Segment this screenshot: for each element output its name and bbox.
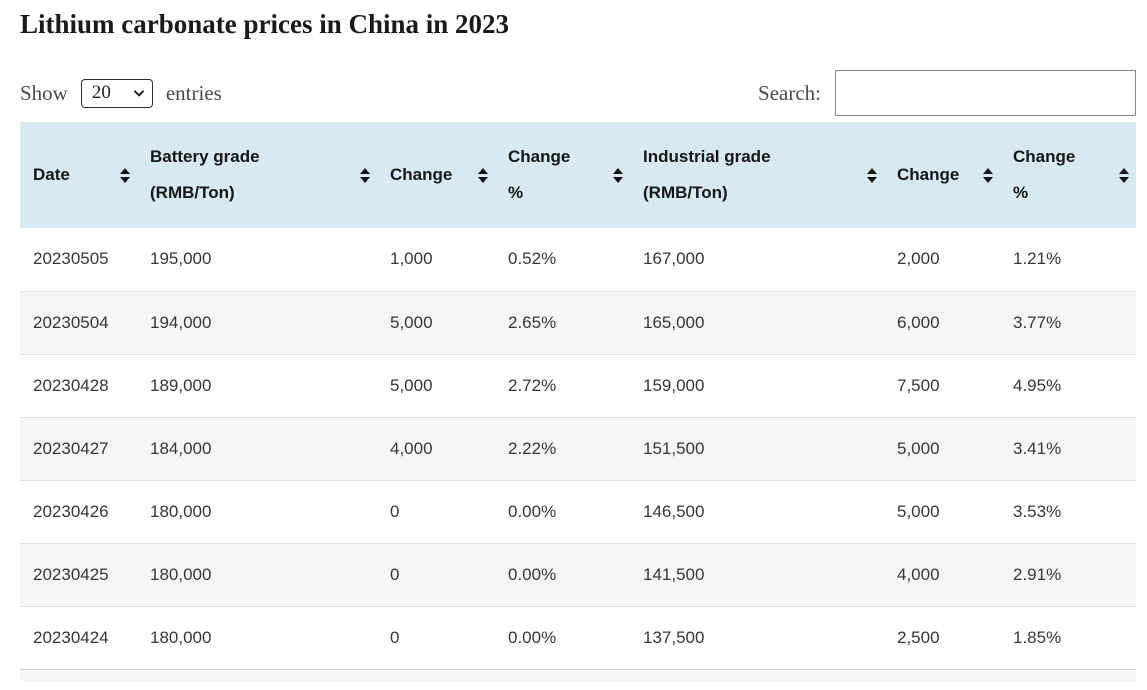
partial-next-row — [20, 669, 1136, 681]
table-cell: 2.91% — [1000, 543, 1136, 606]
column-header-change[interactable]: Change — [377, 122, 495, 228]
table-cell: 151,500 — [630, 417, 884, 480]
column-header-label: Date — [33, 165, 70, 184]
table-cell: 195,000 — [137, 228, 377, 291]
column-header-change-2[interactable]: Change — [884, 122, 1000, 228]
table-cell: 184,000 — [137, 417, 377, 480]
search-input[interactable] — [835, 70, 1136, 116]
table-cell: 0 — [377, 606, 495, 669]
column-header-label: Change — [897, 165, 960, 184]
table-cell: 20230426 — [20, 480, 137, 543]
table-cell: 20230424 — [20, 606, 137, 669]
sort-icon — [982, 167, 994, 183]
table-row: 20230428 189,000 5,000 2.72% 159,000 7,500 4.9… — [20, 354, 1136, 417]
table-cell: 1.85% — [1000, 606, 1136, 669]
column-header-industrial-grade[interactable]: Industrial grade (RMB/Ton) — [630, 122, 884, 228]
table-cell: 5,000 — [377, 291, 495, 354]
table-cell: 0.00% — [495, 606, 630, 669]
column-header-change-pct[interactable]: Change % — [495, 122, 630, 228]
table-cell: 2,000 — [884, 228, 1000, 291]
column-header-date[interactable]: Date — [20, 122, 137, 228]
table-controls: Show 20 entries Search: — [20, 70, 1136, 116]
table-cell: 7,500 — [884, 354, 1000, 417]
search-label: Search: — [758, 80, 821, 105]
table-cell: 1.21% — [1000, 228, 1136, 291]
column-header-battery-grade[interactable]: Battery grade (RMB/Ton) — [137, 122, 377, 228]
table-cell: 180,000 — [137, 480, 377, 543]
table-cell: 165,000 — [630, 291, 884, 354]
table-cell: 180,000 — [137, 543, 377, 606]
sort-icon — [612, 167, 624, 183]
page-title: Lithium carbonate prices in China in 202… — [20, 9, 510, 39]
table-cell: 2.65% — [495, 291, 630, 354]
table-cell: 159,000 — [630, 354, 884, 417]
prices-table: Date Battery grade (RMB/Ton) Change — [20, 122, 1136, 669]
table-header: Date Battery grade (RMB/Ton) Change — [20, 122, 1136, 228]
table-cell: 1,000 — [377, 228, 495, 291]
table-row: 20230426 180,000 0 0.00% 146,500 5,000 3.53% — [20, 480, 1136, 543]
table-row: 20230425 180,000 0 0.00% 141,500 4,000 2.91% — [20, 543, 1136, 606]
sort-icon — [359, 167, 371, 183]
sort-icon — [866, 167, 878, 183]
page-length-control: Show 20 entries — [20, 78, 222, 108]
page-length-select[interactable]: 20 — [80, 78, 153, 108]
table-cell: 0 — [377, 543, 495, 606]
table-cell: 3.41% — [1000, 417, 1136, 480]
table-cell: 3.53% — [1000, 480, 1136, 543]
table-cell: 137,500 — [630, 606, 884, 669]
table-cell: 3.77% — [1000, 291, 1136, 354]
page: Lithium carbonate prices in China in 202… — [0, 8, 1147, 681]
column-header-label: Battery grade (RMB/Ton) — [150, 147, 260, 202]
search-control: Search: — [758, 70, 1136, 116]
table-cell: 2.22% — [495, 417, 630, 480]
table-row: 20230424 180,000 0 0.00% 137,500 2,500 1.85% — [20, 606, 1136, 669]
table-cell: 4,000 — [377, 417, 495, 480]
sort-icon — [477, 167, 489, 183]
column-header-label: Change % — [508, 147, 571, 202]
page-length-select-wrap: 20 — [80, 78, 153, 108]
entries-label: entries — [165, 80, 222, 105]
table-cell: 146,500 — [630, 480, 884, 543]
column-header-label: Industrial grade (RMB/Ton) — [643, 147, 771, 202]
sort-icon — [119, 167, 131, 183]
table-cell: 0.52% — [495, 228, 630, 291]
table-cell: 180,000 — [137, 606, 377, 669]
table-cell: 20230504 — [20, 291, 137, 354]
table-cell: 5,000 — [884, 480, 1000, 543]
column-header-label: Change — [390, 165, 453, 184]
table-cell: 20230425 — [20, 543, 137, 606]
table-cell: 189,000 — [137, 354, 377, 417]
table-row: 20230427 184,000 4,000 2.22% 151,500 5,000 3.4… — [20, 417, 1136, 480]
table-cell: 141,500 — [630, 543, 884, 606]
table-row: 20230505 195,000 1,000 0.52% 167,000 2,000 1.2… — [20, 228, 1136, 291]
table-cell: 4,000 — [884, 543, 1000, 606]
table-cell: 167,000 — [630, 228, 884, 291]
table-cell: 20230427 — [20, 417, 137, 480]
table-cell: 2,500 — [884, 606, 1000, 669]
column-header-change-pct-2[interactable]: Change % — [1000, 122, 1136, 228]
table-body: 20230505 195,000 1,000 0.52% 167,000 2,000 1.2… — [20, 228, 1136, 669]
table-cell: 20230428 — [20, 354, 137, 417]
table-cell: 0.00% — [495, 480, 630, 543]
table-cell: 0.00% — [495, 543, 630, 606]
table-cell: 20230505 — [20, 228, 137, 291]
sort-icon — [1118, 167, 1130, 183]
table-cell: 5,000 — [884, 417, 1000, 480]
table-row: 20230504 194,000 5,000 2.65% 165,000 6,000 3.7… — [20, 291, 1136, 354]
table-cell: 0 — [377, 480, 495, 543]
table-cell: 194,000 — [137, 291, 377, 354]
table-cell: 4.95% — [1000, 354, 1136, 417]
table-cell: 2.72% — [495, 354, 630, 417]
column-header-label: Change % — [1013, 147, 1076, 202]
show-label: Show — [20, 80, 68, 105]
table-cell: 5,000 — [377, 354, 495, 417]
table-cell: 6,000 — [884, 291, 1000, 354]
